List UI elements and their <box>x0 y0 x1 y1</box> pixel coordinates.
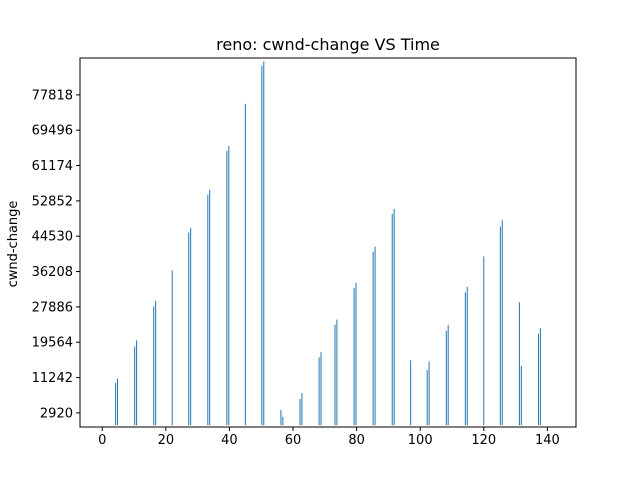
x-ticks: 0 20 40 60 80 100 120 140 <box>98 427 560 448</box>
x-tick-label: 60 <box>285 433 302 448</box>
bar <box>466 286 468 426</box>
x-tick-label: 40 <box>221 433 238 448</box>
y-tick-label: 69496 <box>32 124 73 139</box>
bar <box>334 324 336 426</box>
bar <box>207 194 209 426</box>
bar <box>115 382 117 426</box>
y-tick-label: 61174 <box>32 159 73 174</box>
bar <box>171 270 173 426</box>
bar <box>372 251 374 426</box>
y-ticks: 2920 11242 19564 27886 36208 44530 52852 61174 6… <box>32 88 80 421</box>
y-tick-label: 44530 <box>32 230 73 245</box>
bar <box>393 208 395 426</box>
bar <box>209 189 211 426</box>
x-tick-label: 100 <box>408 433 433 448</box>
bar <box>299 398 301 426</box>
bar <box>190 227 192 426</box>
bar <box>520 365 522 426</box>
bar <box>391 213 393 426</box>
bar <box>136 340 138 426</box>
bar <box>353 288 355 426</box>
y-tick-label: 27886 <box>32 300 73 315</box>
y-tick-label: 36208 <box>32 265 73 280</box>
y-axis-label: cwnd-change <box>6 201 21 288</box>
bar <box>228 145 230 426</box>
y-tick-label: 77818 <box>32 88 73 103</box>
y-tick-label: 52852 <box>32 194 73 209</box>
bar <box>282 416 284 426</box>
bar <box>539 328 541 426</box>
bar <box>155 300 157 426</box>
bar <box>117 378 119 426</box>
x-tick-label: 80 <box>348 433 365 448</box>
bar <box>244 103 246 426</box>
y-tick-label: 11242 <box>32 371 73 386</box>
y-tick-label: 2920 <box>40 406 73 421</box>
y-tick-label: 19564 <box>32 336 73 351</box>
x-tick-label: 120 <box>471 433 496 448</box>
x-tick-label: 140 <box>535 433 560 448</box>
bar <box>320 352 322 426</box>
x-tick-label: 20 <box>158 433 175 448</box>
bar <box>336 319 338 426</box>
bar <box>447 325 449 426</box>
bar <box>263 61 265 426</box>
bar <box>301 393 303 426</box>
bar <box>318 357 320 426</box>
bar <box>499 226 501 426</box>
x-tick-label: 0 <box>98 433 106 448</box>
bar <box>134 346 136 426</box>
bars <box>115 61 541 426</box>
chart-title: reno: cwnd-change VS Time <box>216 35 440 54</box>
bar <box>410 360 412 426</box>
bar <box>483 256 485 426</box>
bar <box>188 232 190 426</box>
plot-frame <box>79 57 577 428</box>
bar <box>537 333 539 426</box>
bar <box>445 330 447 426</box>
bar <box>501 220 503 426</box>
bar <box>153 306 155 426</box>
bar <box>355 283 357 426</box>
bar <box>428 361 430 426</box>
bar <box>261 65 263 426</box>
bar <box>518 302 520 426</box>
bar <box>226 150 228 426</box>
bar <box>426 370 428 426</box>
bar <box>464 292 466 426</box>
bar <box>374 246 376 426</box>
bar <box>280 410 282 426</box>
